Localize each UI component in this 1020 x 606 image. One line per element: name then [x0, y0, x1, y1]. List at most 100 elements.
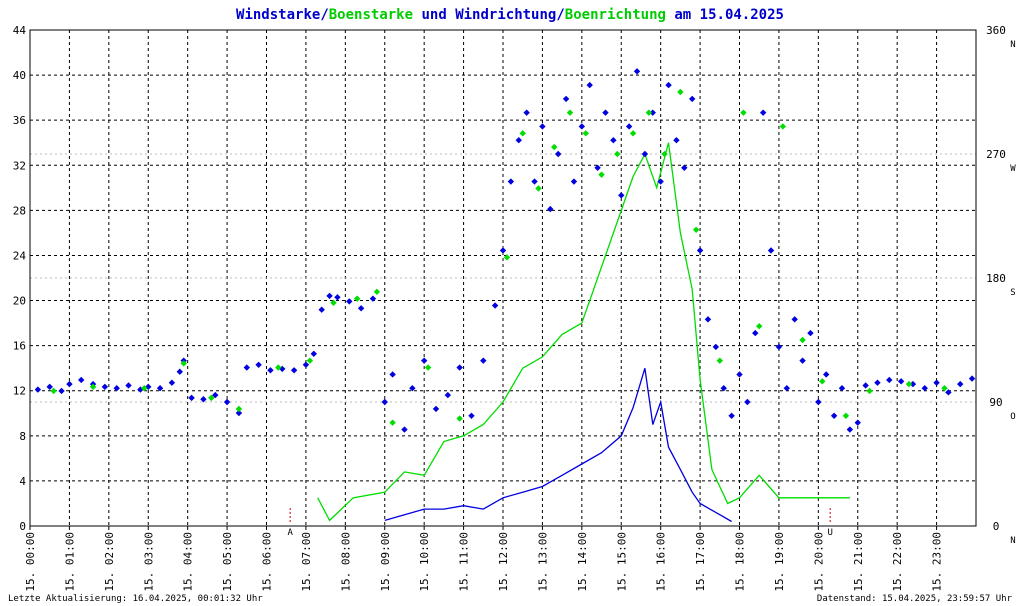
point-boenrichtung-9	[353, 295, 361, 302]
y2-tick-label: 180	[986, 272, 1006, 285]
chart-title: Windstarke/Boenstarke und Windrichtung/B…	[236, 7, 784, 23]
x-tick-label: 15. 10:00	[418, 532, 431, 592]
point-windrichtung-36	[409, 385, 416, 392]
point-boenrichtung-12	[424, 364, 432, 371]
point-windrichtung-44	[499, 247, 507, 254]
point-windrichtung-42	[480, 357, 487, 364]
footer-data-status: Datenstand: 15.04.2025, 23:59:57 Uhr	[817, 594, 1013, 604]
x-tick-label: 15. 03:00	[142, 532, 155, 592]
point-boenrichtung-20	[598, 171, 605, 178]
x-tick-label: 15. 09:00	[379, 532, 392, 592]
x-tick-label: 15. 15:00	[615, 532, 628, 592]
point-windrichtung-13	[176, 368, 183, 375]
point-boenrichtung-26	[692, 226, 700, 233]
y2-dir-label: S	[1010, 288, 1015, 298]
point-windrichtung-56	[594, 164, 601, 171]
series-line-windstarke	[384, 368, 732, 523]
point-windrichtung-49	[539, 123, 546, 130]
point-boenrichtung-21	[614, 150, 621, 158]
point-boenrichtung-19	[582, 130, 589, 137]
series-points	[34, 68, 976, 433]
point-windrichtung-75	[744, 398, 751, 406]
y2-tick-label: 360	[986, 24, 1006, 37]
y-tick-label: 44	[13, 24, 27, 37]
point-boenrichtung-18	[566, 109, 574, 116]
point-windrichtung-26	[310, 350, 317, 357]
point-windrichtung-59	[618, 192, 625, 199]
point-windrichtung-77	[759, 109, 767, 116]
point-windrichtung-41	[468, 412, 475, 419]
title-boenstarke: Boenstarke	[329, 7, 413, 23]
point-boenrichtung-13	[456, 415, 463, 422]
point-windrichtung-38	[432, 405, 440, 413]
point-windrichtung-37	[420, 357, 428, 364]
point-boenrichtung-4	[208, 394, 215, 402]
point-boenrichtung-14	[503, 254, 511, 261]
x-tick-label: 15. 08:00	[339, 532, 352, 592]
y-axis-left: 0 4 8 12 16 20 24 28 32 36 40 44	[13, 24, 27, 533]
point-windrichtung-88	[846, 426, 854, 433]
point-boenrichtung-34	[866, 387, 873, 395]
series-line-boenstarke	[317, 142, 850, 522]
point-windrichtung-27	[318, 306, 325, 313]
point-windrichtung-50	[547, 205, 554, 213]
y2-dir-label: N	[1010, 536, 1015, 546]
point-boenrichtung-11	[389, 419, 396, 426]
point-windrichtung-18	[223, 398, 231, 406]
point-boenrichtung-17	[551, 143, 558, 151]
point-windrichtung-2	[58, 387, 65, 395]
point-boenrichtung-10	[373, 288, 381, 295]
x-tick-label: 15. 22:00	[891, 532, 904, 592]
point-windrichtung-31	[357, 305, 365, 312]
point-windrichtung-29	[334, 294, 341, 301]
point-boenrichtung-33	[842, 412, 850, 419]
point-windrichtung-35	[401, 426, 408, 433]
point-windrichtung-92	[886, 376, 893, 384]
point-windrichtung-69	[696, 247, 704, 254]
x-tick-label: 15. 13:00	[536, 532, 549, 592]
x-axis: 15. 00:00 15. 01:00 15. 02:00 15. 03:00 15. …	[24, 526, 944, 592]
point-windrichtung-91	[874, 379, 881, 386]
point-boenrichtung-31	[799, 336, 806, 344]
point-windrichtung-68	[689, 95, 696, 103]
point-boenrichtung-23	[645, 109, 653, 116]
x-tick-label: 15. 21:00	[852, 532, 865, 592]
title-sep1: /	[320, 7, 328, 23]
y-tick-label: 36	[13, 114, 26, 127]
point-windrichtung-40	[456, 364, 463, 371]
y-tick-label: 8	[19, 430, 26, 443]
y2-dir-label: N	[1010, 40, 1015, 50]
point-windrichtung-6	[101, 383, 109, 391]
point-windrichtung-30	[346, 298, 353, 305]
point-windrichtung-48	[531, 178, 538, 185]
point-boenrichtung-1	[89, 383, 97, 391]
point-windrichtung-71	[712, 343, 720, 351]
point-windrichtung-58	[610, 137, 617, 144]
y-tick-label: 20	[13, 295, 26, 308]
series-lines	[317, 142, 850, 523]
point-boenrichtung-5	[235, 405, 243, 413]
point-windrichtung-17	[212, 391, 219, 399]
title-boenrichtung: Boenrichtung	[565, 7, 666, 23]
y-tick-label: 16	[13, 340, 26, 353]
point-windrichtung-94	[909, 380, 917, 388]
point-windrichtung-16	[200, 396, 207, 403]
point-boenrichtung-25	[677, 88, 684, 96]
point-windrichtung-99	[968, 375, 976, 382]
point-windrichtung-87	[838, 385, 846, 392]
point-windrichtung-52	[562, 95, 570, 103]
x-tick-label: 15. 07:00	[300, 532, 313, 592]
x-tick-label: 15. 12:00	[497, 532, 510, 592]
point-windrichtung-53	[570, 178, 578, 185]
x-tick-label: 15. 16:00	[655, 532, 668, 592]
point-windrichtung-47	[523, 109, 530, 116]
y-tick-label: 28	[13, 204, 26, 217]
grid-lines	[30, 30, 976, 526]
point-boenrichtung-15	[519, 130, 526, 137]
point-windrichtung-70	[704, 316, 712, 323]
x-tick-label: 15. 23:00	[931, 532, 944, 592]
point-windrichtung-64	[657, 178, 664, 185]
point-windrichtung-3	[66, 380, 73, 388]
point-boenrichtung-30	[779, 123, 787, 130]
